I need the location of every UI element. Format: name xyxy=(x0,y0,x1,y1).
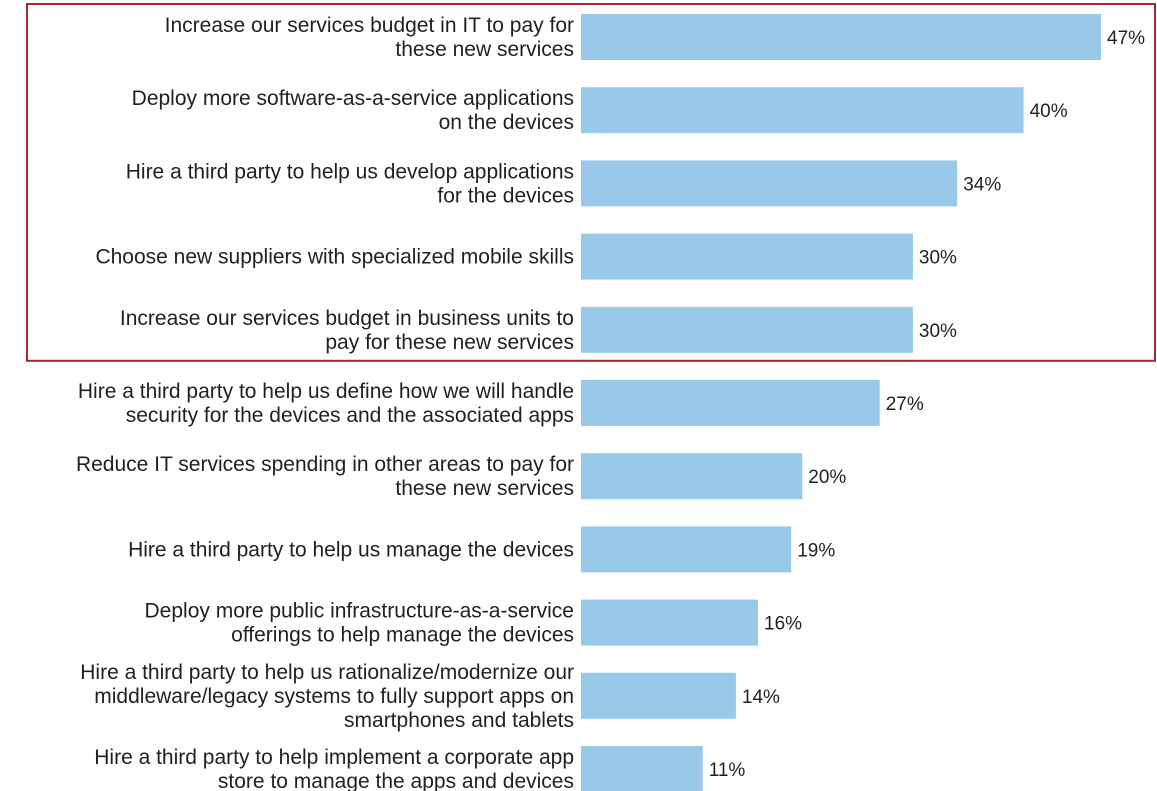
category-label: Hire a third party to help implement a c… xyxy=(94,746,574,791)
category-label: Hire a third party to help us define how… xyxy=(78,380,574,427)
category-label-line: Reduce IT services spending in other are… xyxy=(76,453,574,476)
bar xyxy=(581,160,958,207)
bar xyxy=(581,746,703,791)
category-label-line: these new services xyxy=(395,38,574,61)
value-label: 16% xyxy=(764,614,802,635)
category-label-line: Hire a third party to help us rationaliz… xyxy=(80,661,574,684)
category-label: Hire a third party to help us develop ap… xyxy=(126,160,574,207)
value-label: 30% xyxy=(919,321,957,342)
category-label-line: pay for these new services xyxy=(325,331,574,354)
bar xyxy=(581,87,1024,134)
bar xyxy=(581,380,880,426)
category-label-line: Hire a third party to help us manage the… xyxy=(128,538,574,561)
category-label: Increase our services budget in IT to pa… xyxy=(165,14,574,61)
category-label-line: Increase our services budget in IT to pa… xyxy=(165,14,574,37)
value-label: 34% xyxy=(963,174,1001,195)
category-label: Hire a third party to help us manage the… xyxy=(128,538,574,561)
category-label-line: security for the devices and the associa… xyxy=(126,404,574,427)
category-label-line: these new services xyxy=(395,477,574,500)
bars-group xyxy=(581,14,1101,791)
category-label-line: on the devices xyxy=(439,111,574,134)
value-label: 19% xyxy=(797,540,835,561)
value-label: 30% xyxy=(919,248,957,269)
bar xyxy=(581,233,913,280)
value-label: 40% xyxy=(1030,101,1068,122)
category-label-line: for the devices xyxy=(437,184,574,207)
category-label-line: Deploy more software-as-a-service applic… xyxy=(132,87,574,110)
category-label: Hire a third party to help us rationaliz… xyxy=(80,661,574,732)
category-label-line: Hire a third party to help implement a c… xyxy=(94,746,574,769)
bar xyxy=(581,599,758,646)
category-label-line: Deploy more public infrastructure-as-a-s… xyxy=(145,600,575,623)
category-label-line: Hire a third party to help us define how… xyxy=(78,380,574,403)
category-label-line: smartphones and tablets xyxy=(344,709,574,732)
category-label: Reduce IT services spending in other are… xyxy=(76,453,574,500)
category-label: Increase our services budget in business… xyxy=(120,307,574,354)
category-label: Deploy more software-as-a-service applic… xyxy=(132,87,574,134)
category-label-line: middleware/legacy systems to fully suppo… xyxy=(94,685,574,708)
category-label: Deploy more public infrastructure-as-a-s… xyxy=(145,600,575,647)
highlight-box xyxy=(26,3,1156,362)
bar xyxy=(581,14,1101,60)
bar xyxy=(581,306,913,353)
category-label-line: Hire a third party to help us develop ap… xyxy=(126,160,574,183)
category-labels-group: Increase our services budget in IT to pa… xyxy=(76,14,574,791)
value-label: 27% xyxy=(886,394,924,415)
value-label: 11% xyxy=(709,760,746,781)
value-label: 20% xyxy=(808,467,846,488)
category-label-line: offerings to help manage the devices xyxy=(231,624,574,647)
category-label-line: Increase our services budget in business… xyxy=(120,307,574,330)
category-label-line: Choose new suppliers with specialized mo… xyxy=(95,246,574,269)
bar xyxy=(581,453,803,500)
bar xyxy=(581,672,736,719)
value-label: 47% xyxy=(1107,28,1145,49)
category-label-line: store to manage the apps and devices xyxy=(218,770,574,791)
value-label: 14% xyxy=(742,687,780,708)
value-labels-group: 47% 40% 34% 30% 30% 27% 20% 19% 16% 14% 11% xyxy=(709,28,1145,781)
category-label: Choose new suppliers with specialized mo… xyxy=(95,246,574,269)
bar xyxy=(581,526,792,573)
